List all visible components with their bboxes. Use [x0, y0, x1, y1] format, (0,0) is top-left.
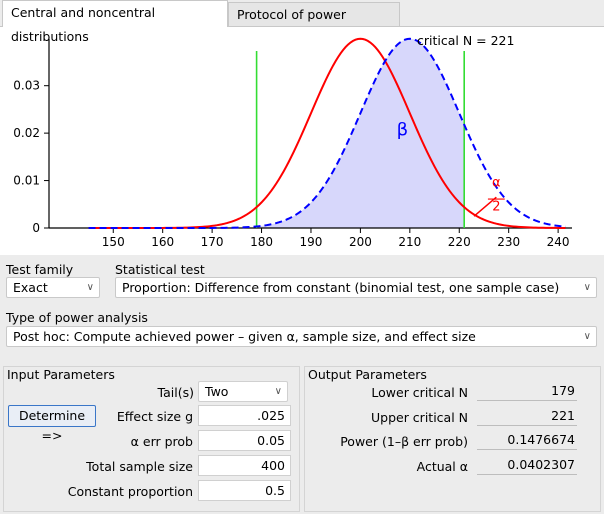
input-parameters-title: Input Parameters: [7, 367, 115, 382]
power-value: 0.1476674: [477, 429, 577, 450]
x-tick-label: 220: [448, 235, 471, 249]
chevron-down-icon: ∨: [583, 282, 591, 293]
x-tick-label: 200: [349, 235, 372, 249]
test-family-value: Exact: [13, 280, 48, 295]
power-label: Power (1–β err prob): [340, 434, 468, 449]
actual-alpha-label: Actual α: [416, 459, 468, 474]
total-sample-size-input[interactable]: 400: [198, 455, 291, 476]
x-tick-label: 180: [250, 235, 273, 249]
actual-alpha-value: 0.0402307: [477, 454, 577, 475]
alpha-denominator-label: 2: [492, 199, 500, 214]
beta-area: [256, 38, 465, 228]
distribution-plot: 150 160 170 180 190 200 210 220 230 240 0 0.01 0.02 0…: [0, 26, 604, 255]
x-tick-label: 240: [547, 235, 570, 249]
power-analysis-type-label: Type of power analysis: [6, 310, 148, 325]
lower-critical-n-label: Lower critical N: [371, 385, 468, 400]
upper-critical-n-value: 221: [477, 405, 577, 426]
statistical-test-select[interactable]: Proportion: Difference from constant (bi…: [115, 277, 597, 298]
x-tick-label: 230: [497, 235, 520, 249]
chevron-down-icon: ∨: [274, 386, 282, 397]
tab-distributions[interactable]: Central and noncentral distributions: [2, 0, 228, 44]
statistical-test-value: Proportion: Difference from constant (bi…: [122, 280, 560, 295]
y-tick-label: 0.01: [13, 174, 40, 188]
distribution-chart: 150 160 170 180 190 200 210 220 230 240 0 0.01 0.02 0…: [13, 33, 572, 249]
critical-n-label: critical N = 221: [417, 33, 514, 48]
tab-protocol[interactable]: Protocol of power analyses: [228, 2, 400, 46]
x-tick-label: 190: [300, 235, 323, 249]
total-sample-size-label: Total sample size: [86, 459, 193, 474]
y-tick-label: 0: [32, 221, 40, 235]
alpha-numerator-label: α: [492, 175, 501, 190]
y-tick-label: 0.02: [13, 126, 40, 140]
noncentral-distribution-curve: [88, 37, 566, 229]
alpha-pointer: [473, 196, 497, 217]
tails-value: Two: [205, 384, 229, 399]
determine-button[interactable]: Determine =>: [8, 405, 96, 443]
upper-critical-n-label: Upper critical N: [370, 410, 468, 425]
test-family-select[interactable]: Exact ∨: [6, 277, 100, 298]
output-parameters-title: Output Parameters: [308, 367, 427, 382]
x-tick-label: 150: [102, 235, 125, 249]
x-tick-label: 170: [201, 235, 224, 249]
statistical-test-label: Statistical test: [115, 262, 205, 277]
chevron-down-icon: ∨: [583, 331, 591, 342]
alpha-err-prob-label: α err prob: [130, 434, 193, 449]
y-tick-label: 0.03: [13, 79, 40, 93]
tails-select[interactable]: Two ∨: [198, 381, 288, 402]
x-tick-label: 210: [398, 235, 421, 249]
chevron-down-icon: ∨: [86, 282, 94, 293]
lower-critical-n-value: 179: [477, 380, 577, 401]
effect-size-label: Effect size g: [116, 409, 193, 424]
power-analysis-type-value: Post hoc: Compute achieved power – given…: [13, 329, 476, 344]
beta-label: β: [397, 120, 409, 141]
x-tick-label: 160: [151, 235, 174, 249]
effect-size-input[interactable]: .025: [198, 405, 291, 426]
constant-proportion-input[interactable]: 0.5: [198, 480, 291, 501]
alpha-err-prob-input[interactable]: 0.05: [198, 430, 291, 451]
constant-proportion-label: Constant proportion: [67, 484, 193, 499]
output-parameters-panel: [304, 366, 601, 512]
tails-label: Tail(s): [157, 385, 194, 400]
test-family-label: Test family: [6, 262, 74, 277]
power-analysis-type-select[interactable]: Post hoc: Compute achieved power – given…: [6, 326, 597, 347]
